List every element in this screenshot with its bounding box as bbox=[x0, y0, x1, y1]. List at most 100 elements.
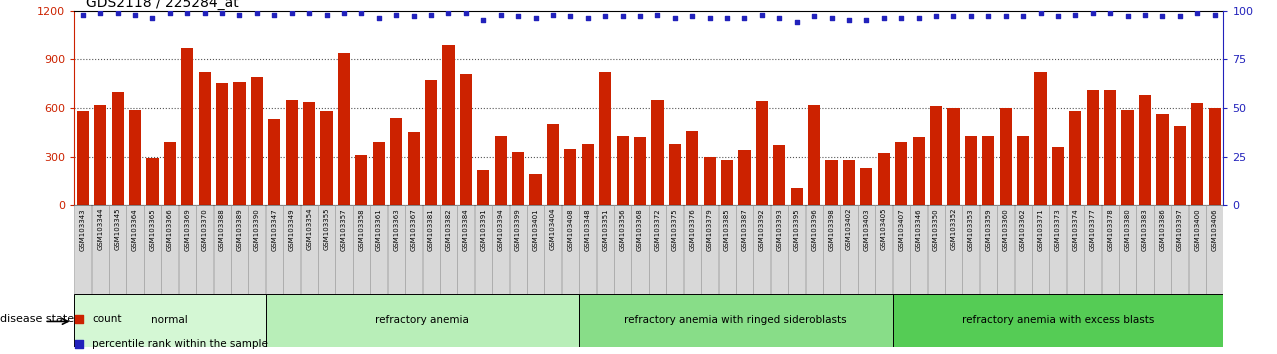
Point bbox=[438, 10, 458, 15]
Text: GSM103403: GSM103403 bbox=[863, 208, 870, 251]
Bar bbox=[1205, 205, 1223, 294]
Bar bbox=[633, 137, 646, 205]
Bar bbox=[388, 205, 405, 294]
Bar bbox=[683, 205, 701, 294]
Text: GSM103377: GSM103377 bbox=[1089, 208, 1096, 251]
Point bbox=[212, 10, 232, 15]
Bar bbox=[1157, 114, 1168, 205]
Bar bbox=[512, 152, 524, 205]
Point bbox=[178, 10, 198, 15]
Point bbox=[700, 16, 720, 21]
Point bbox=[317, 12, 337, 17]
Bar bbox=[74, 205, 92, 294]
Point bbox=[682, 13, 702, 19]
Text: GSM103389: GSM103389 bbox=[236, 208, 243, 251]
Text: GSM103393: GSM103393 bbox=[776, 208, 783, 251]
Text: GSM103353: GSM103353 bbox=[968, 208, 974, 251]
Text: GSM103367: GSM103367 bbox=[411, 208, 416, 251]
Bar bbox=[948, 108, 959, 205]
Point bbox=[1170, 13, 1190, 19]
Bar bbox=[352, 205, 370, 294]
Text: GSM103378: GSM103378 bbox=[1107, 208, 1114, 251]
Bar bbox=[893, 205, 909, 294]
Text: GSM103375: GSM103375 bbox=[672, 208, 678, 251]
Bar bbox=[74, 294, 266, 347]
Text: GSM103381: GSM103381 bbox=[428, 208, 434, 251]
Bar bbox=[442, 45, 455, 205]
Point bbox=[752, 12, 773, 17]
Point bbox=[561, 13, 581, 19]
Point bbox=[1013, 13, 1033, 19]
Bar bbox=[825, 160, 838, 205]
Bar bbox=[806, 205, 822, 294]
Text: GSM103405: GSM103405 bbox=[881, 208, 886, 251]
Bar bbox=[77, 111, 89, 205]
Text: GSM103383: GSM103383 bbox=[1142, 208, 1148, 251]
Text: GSM103373: GSM103373 bbox=[1055, 208, 1061, 251]
Bar bbox=[911, 205, 927, 294]
Text: GSM103374: GSM103374 bbox=[1073, 208, 1078, 251]
Bar bbox=[405, 205, 423, 294]
Point bbox=[1047, 13, 1068, 19]
Bar bbox=[788, 205, 806, 294]
Bar bbox=[982, 136, 995, 205]
Bar bbox=[1032, 205, 1048, 294]
Point bbox=[1152, 13, 1172, 19]
Point bbox=[142, 16, 162, 21]
Text: refractory anemia with ringed sideroblasts: refractory anemia with ringed sideroblas… bbox=[624, 315, 847, 325]
Bar bbox=[771, 205, 788, 294]
Bar bbox=[1121, 110, 1134, 205]
Bar bbox=[147, 158, 158, 205]
Bar bbox=[370, 205, 387, 294]
Bar bbox=[92, 205, 109, 294]
Text: count: count bbox=[92, 314, 121, 324]
Point bbox=[839, 18, 859, 23]
Text: GSM103372: GSM103372 bbox=[654, 208, 660, 251]
Text: GSM103384: GSM103384 bbox=[462, 208, 469, 251]
Bar bbox=[736, 205, 753, 294]
Bar bbox=[457, 205, 475, 294]
Point bbox=[246, 10, 267, 15]
Bar bbox=[109, 205, 126, 294]
Bar bbox=[580, 205, 596, 294]
Point bbox=[333, 10, 354, 15]
Bar bbox=[94, 105, 106, 205]
Bar bbox=[1000, 108, 1011, 205]
Point bbox=[769, 16, 789, 21]
Text: refractory anemia: refractory anemia bbox=[375, 315, 469, 325]
Bar bbox=[179, 205, 195, 294]
Bar bbox=[719, 205, 736, 294]
Point bbox=[1188, 10, 1208, 15]
Bar bbox=[1014, 205, 1032, 294]
Point bbox=[1135, 12, 1156, 17]
Point bbox=[577, 16, 598, 21]
Bar bbox=[564, 149, 576, 205]
Bar bbox=[303, 102, 315, 205]
Point bbox=[369, 16, 389, 21]
Point bbox=[490, 12, 511, 17]
Text: GSM103359: GSM103359 bbox=[986, 208, 991, 251]
Bar bbox=[927, 205, 945, 294]
Bar bbox=[216, 83, 229, 205]
Bar bbox=[756, 102, 767, 205]
Text: GSM103396: GSM103396 bbox=[811, 208, 817, 251]
Text: GSM103392: GSM103392 bbox=[759, 208, 765, 251]
Bar bbox=[617, 136, 628, 205]
Bar bbox=[391, 118, 402, 205]
Bar bbox=[979, 205, 997, 294]
Point bbox=[386, 12, 406, 17]
Bar bbox=[722, 160, 733, 205]
Point bbox=[328, 11, 349, 17]
Text: GSM103408: GSM103408 bbox=[567, 208, 573, 251]
Text: GSM103357: GSM103357 bbox=[341, 208, 347, 251]
Point bbox=[264, 12, 285, 17]
Text: GSM103376: GSM103376 bbox=[690, 208, 695, 251]
Text: normal: normal bbox=[152, 315, 188, 325]
Point bbox=[805, 13, 825, 19]
Text: refractory anemia with excess blasts: refractory anemia with excess blasts bbox=[962, 315, 1154, 325]
Text: GSM103352: GSM103352 bbox=[950, 208, 956, 251]
Text: GSM103347: GSM103347 bbox=[271, 208, 277, 251]
Bar bbox=[527, 205, 544, 294]
Bar bbox=[248, 205, 266, 294]
Bar bbox=[562, 205, 578, 294]
